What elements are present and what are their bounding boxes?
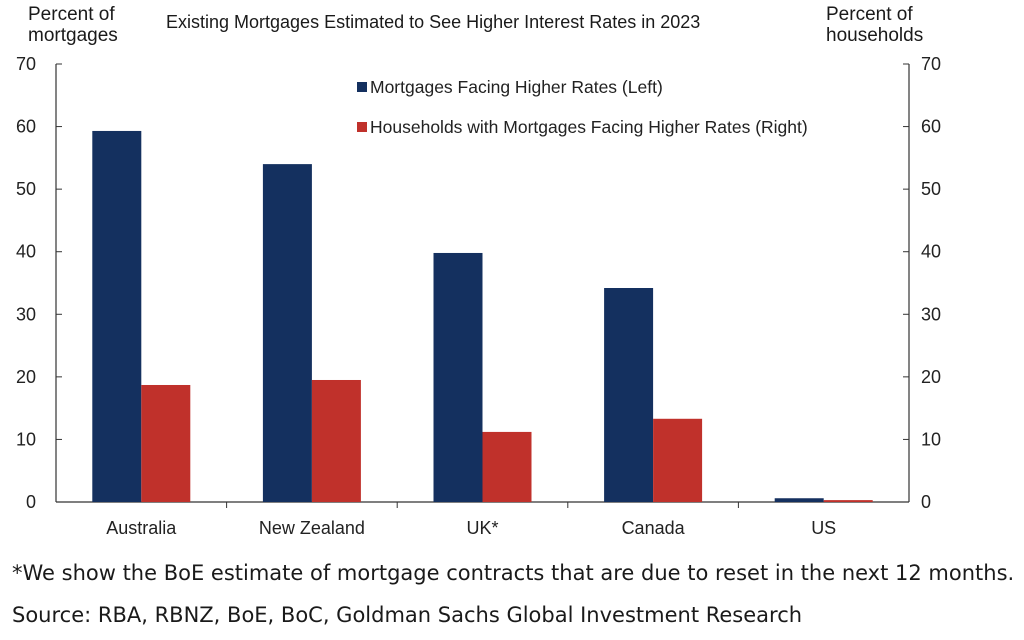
left-axis-title-line2: mortgages [28,25,118,46]
legend-swatch [357,82,367,92]
left-tick-label: 20 [16,367,36,387]
right-tick-label: 60 [921,117,941,137]
right-tick-label: 30 [921,304,941,324]
right-axis-title-line2: households [826,25,924,46]
right-axis-title-line1: Percent of [826,4,913,25]
left-tick-label: 60 [16,117,36,137]
mortgages-bar-uk [433,252,483,502]
x-tick-label: Canada [622,518,686,538]
legend-label: Households with Mortgages Facing Higher … [370,117,808,137]
right-tick-label: 50 [921,179,941,199]
x-tick-label: UK* [466,518,498,538]
right-tick-label: 40 [921,242,941,262]
left-tick-label: 50 [16,179,36,199]
left-tick-label: 0 [26,492,36,512]
households-bar-us [823,500,873,502]
legend-swatch [357,122,367,132]
left-tick-label: 40 [16,242,36,262]
mortgages-bar-canada [604,288,654,502]
households-bar-uk [482,431,532,502]
left-axis-title-line1: Percent of [28,4,115,25]
mortgages-bar-us [774,498,824,502]
left-tick-label: 30 [16,304,36,324]
right-axis-title: Percent of households [826,4,923,46]
chart-title: Existing Mortgages Estimated to See High… [166,12,701,32]
legend-label: Mortgages Facing Higher Rates (Left) [370,77,663,97]
x-tick-label: US [811,518,836,538]
households-bar-canada [653,418,703,502]
mortgages-bar-new-zealand [262,164,312,502]
bar-chart: 0 0 10 10 20 20 30 30 40 40 50 50 60 60 70 70 Australia N… [16,54,941,538]
left-tick-label: 10 [16,429,36,449]
x-tick-label: Australia [106,518,177,538]
right-tick-label: 0 [921,492,931,512]
x-tick-label: New Zealand [259,518,365,538]
left-tick-label: 70 [16,54,36,74]
left-axis-title: Percent of mortgages [28,4,118,46]
footnote: *We show the BoE estimate of mortgage co… [12,561,1015,585]
right-tick-label: 20 [921,367,941,387]
right-tick-label: 10 [921,429,941,449]
source-note: Source: RBA, RBNZ, BoE, BoC, Goldman Sac… [12,603,803,627]
mortgages-bar-australia [92,130,142,503]
households-bar-australia [141,384,191,502]
households-bar-new-zealand [311,379,361,502]
right-tick-label: 70 [921,54,941,74]
